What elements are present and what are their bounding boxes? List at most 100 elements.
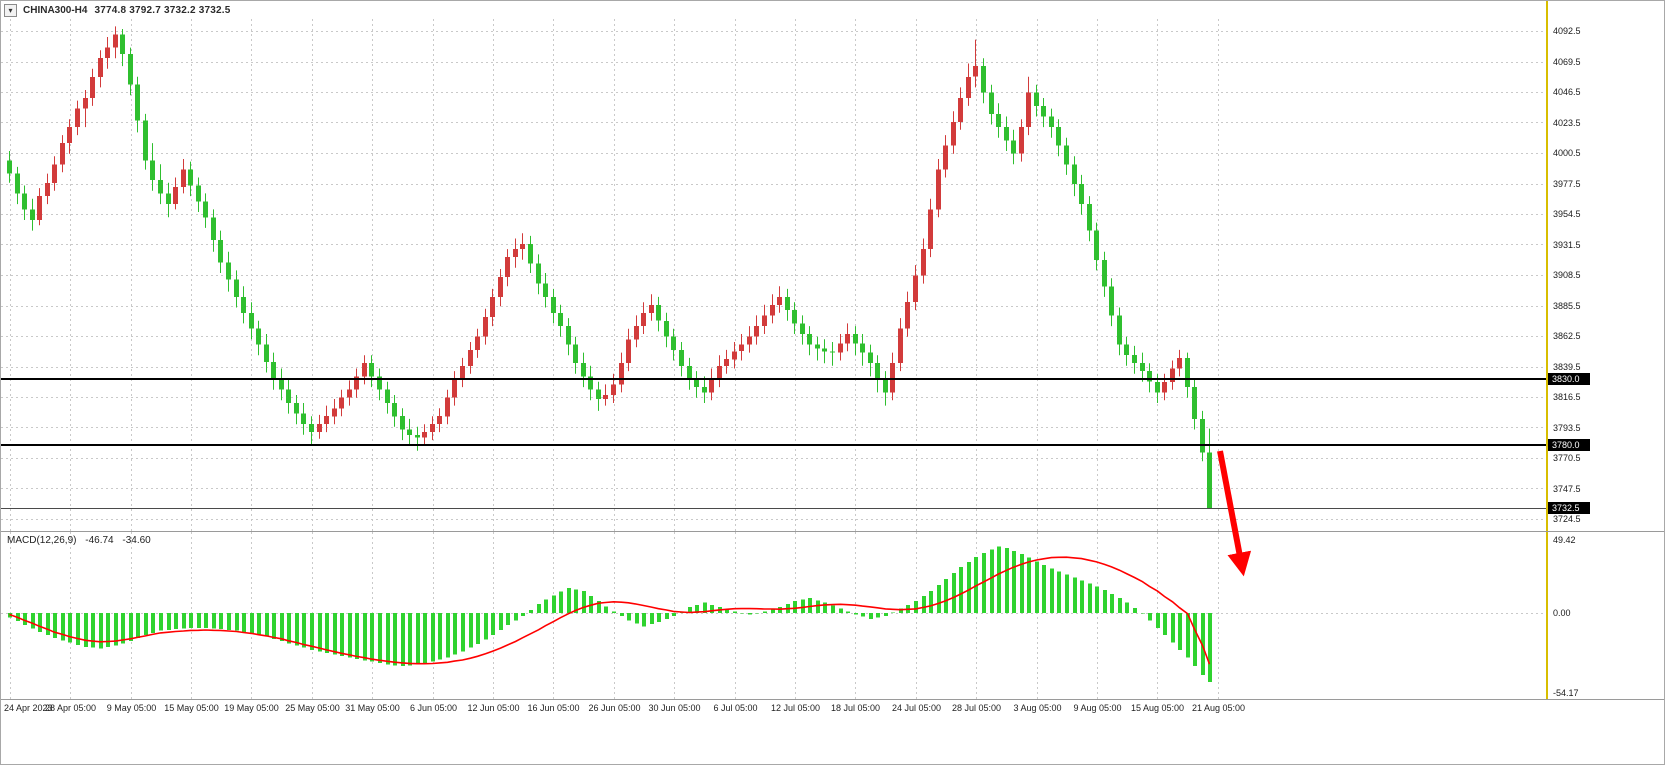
candle-body [301, 413, 306, 425]
price-axis-label: 3862.5 [1553, 331, 1581, 341]
price-axis-label: 3885.5 [1553, 300, 1581, 311]
macd-histogram-bar [204, 613, 208, 628]
macd-histogram-bar [529, 610, 533, 613]
macd-histogram-bar [295, 613, 299, 646]
macd-histogram-bar [1005, 548, 1009, 613]
candle-body [1192, 387, 1197, 419]
macd-histogram-bar [461, 613, 465, 652]
candle-body [709, 379, 714, 393]
candle-body [1200, 418, 1205, 453]
candle-body [1132, 355, 1137, 364]
symbol-timeframe-label: CHINA300-H4 [23, 5, 88, 16]
macd-histogram-bar [1095, 586, 1099, 613]
macd-histogram-bar [408, 613, 412, 666]
macd-main-value: -46.74 [85, 535, 114, 546]
price-chart-canvas[interactable] [1, 1, 1546, 531]
macd-panel[interactable]: MACD(12,26,9) -46.74 -34.60 [1, 532, 1546, 699]
candle-body [981, 66, 986, 93]
candle-body [754, 326, 759, 337]
candle-body [777, 296, 782, 305]
macd-histogram-bar [348, 613, 352, 658]
macd-canvas [1, 532, 1546, 699]
time-axis[interactable]: 24 Apr 2023 28 Apr 05:00 9 May 05:00 15 May… [1, 700, 1664, 718]
macd-histogram-bar [740, 613, 744, 614]
macd-histogram-bar [121, 613, 125, 644]
macd-histogram-bar [287, 613, 291, 644]
macd-histogram-bar [1110, 593, 1114, 613]
macd-histogram-bar [61, 613, 65, 641]
macd-histogram-bar [53, 613, 57, 639]
candle-body [634, 326, 639, 340]
macd-histogram-bar [129, 613, 133, 642]
candle-body [468, 349, 473, 366]
macd-name: MACD(12,26,9) [7, 535, 77, 546]
macd-histogram-bar [446, 613, 450, 658]
time-axis-label: 28 Jul 05:00 [951, 703, 1002, 713]
candle-body [30, 209, 35, 220]
candle-body [785, 296, 790, 311]
candle-body [135, 84, 140, 121]
candle-body [596, 389, 601, 399]
candle-body [452, 379, 457, 398]
macd-axis-label: 0.00 [1553, 607, 1571, 618]
candle-body [385, 389, 390, 403]
macd-histogram-bar [627, 613, 631, 621]
macd-histogram-bar [1148, 613, 1152, 621]
macd-histogram-bar [959, 567, 963, 613]
macd-histogram-bar [1012, 551, 1016, 613]
macd-histogram-bar [114, 613, 118, 646]
candle-body [603, 395, 608, 399]
macd-histogram-bar [755, 613, 759, 614]
candle-body [332, 408, 337, 417]
panel-divider[interactable] [1, 531, 1664, 532]
macd-signal-value: -34.60 [122, 535, 151, 546]
candle-body [747, 336, 752, 345]
macd-histogram-bar [106, 613, 110, 647]
candle-body [105, 47, 110, 59]
price-axis-label: 3724.5 [1553, 514, 1581, 524]
candle-body [611, 384, 616, 395]
macd-histogram-bar [823, 602, 827, 613]
macd-histogram-bar [401, 613, 405, 667]
macd-indicator-label: MACD(12,26,9) -46.74 -34.60 [7, 535, 151, 546]
candle-body [369, 363, 374, 377]
price-axis-label: 3931.5 [1553, 239, 1581, 250]
macd-histogram-bar [771, 609, 775, 613]
candle-body [407, 429, 412, 435]
macd-histogram-bar [537, 604, 541, 613]
candle-body [181, 169, 186, 187]
candle-body [1056, 127, 1061, 146]
candle-body [60, 143, 65, 165]
macd-histogram-bar [884, 613, 888, 616]
macd-histogram-bar [1050, 568, 1054, 613]
macd-histogram-bar [861, 613, 865, 617]
price-axis-label: 3770.5 [1553, 453, 1581, 463]
macd-histogram-bar [620, 613, 624, 616]
macd-histogram-bar [688, 607, 692, 613]
candle-body [581, 363, 586, 377]
candle-body [173, 186, 178, 204]
one-click-trading-toggle[interactable]: ▾ [4, 4, 17, 17]
macd-histogram-bar [1208, 613, 1212, 682]
candle-body [158, 180, 163, 194]
time-axis-label: 6 Jun 05:00 [409, 703, 458, 713]
macd-histogram-bar [1020, 553, 1024, 613]
candle-body [958, 98, 963, 122]
macd-histogram-bar [318, 613, 322, 652]
macd-histogram-bar [325, 613, 329, 653]
macd-histogram-bar [499, 613, 503, 630]
macd-histogram-bar [355, 613, 359, 659]
macd-histogram-bar [76, 613, 80, 645]
macd-histogram-bar [1035, 561, 1039, 613]
price-axis-label: 4092.5 [1553, 26, 1581, 36]
macd-histogram-bar [1201, 613, 1205, 675]
time-axis-label: 31 May 05:00 [345, 703, 400, 713]
price-axis-label: 4000.5 [1553, 148, 1581, 158]
macd-histogram-bar [438, 613, 442, 660]
macd-histogram-bar [552, 595, 556, 613]
macd-histogram-bar [333, 613, 337, 655]
macd-histogram-bar [816, 600, 820, 613]
macd-histogram-bar [831, 605, 835, 613]
price-axis[interactable]: 4092.5 4069.5 4046.5 4023.5 4000.5 3977.5 3954… [1548, 1, 1664, 531]
candle-body [1079, 184, 1084, 205]
